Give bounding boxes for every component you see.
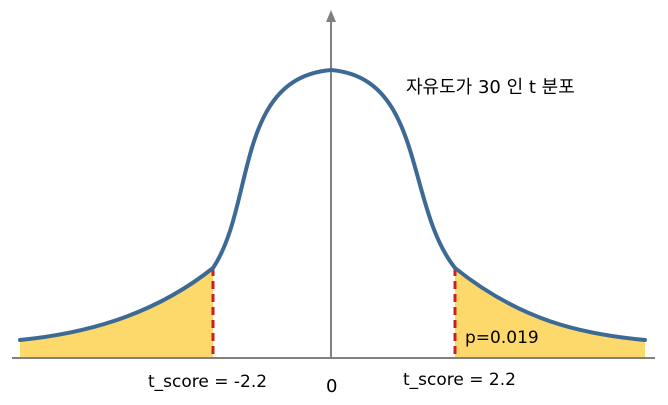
left-t-score-label: t_score = -2.2 (148, 372, 267, 392)
center-tick-label: 0 (326, 376, 337, 397)
distribution-title: 자유도가 30 인 t 분포 (406, 77, 575, 98)
p-value-label: p=0.019 (465, 328, 539, 348)
right-t-score-label: t_score = 2.2 (403, 370, 516, 390)
left-tail-area (20, 268, 213, 357)
vertical-axis-arrowhead (326, 10, 336, 22)
t-distribution-curve (18, 67, 647, 342)
